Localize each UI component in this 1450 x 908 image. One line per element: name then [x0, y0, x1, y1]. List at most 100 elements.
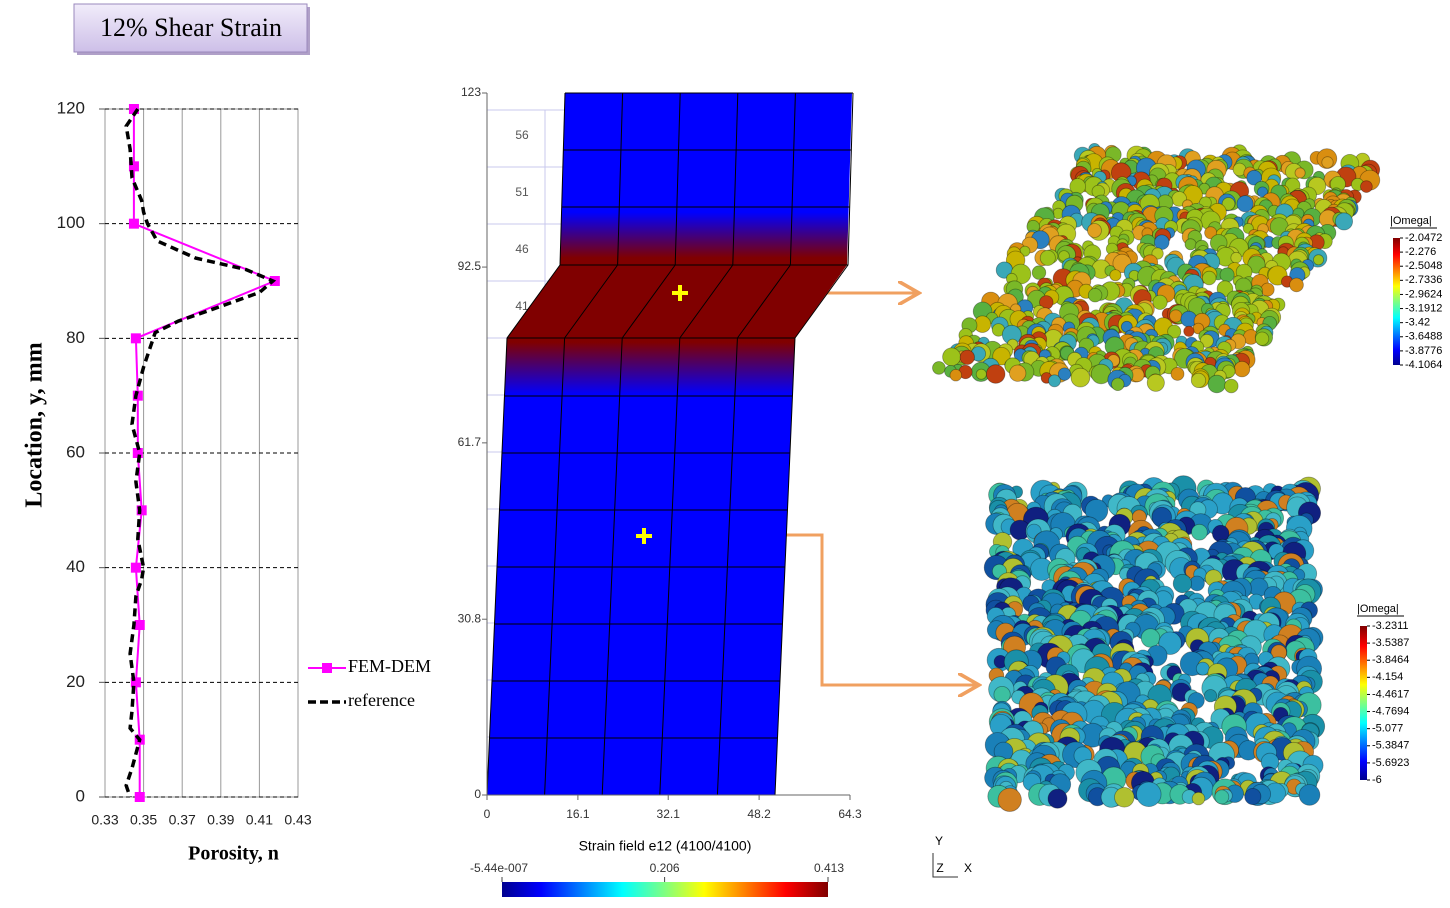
particle: [1190, 372, 1207, 388]
data-point: [130, 333, 141, 344]
particle: [1009, 364, 1027, 382]
colorbar-title: |Omega|: [1390, 215, 1432, 227]
x-tick-label: 0.41: [246, 812, 273, 828]
particle: [1219, 267, 1235, 283]
cell-label: 41: [515, 299, 529, 313]
mesh-line: [774, 92, 854, 796]
cell-label: 51: [515, 185, 529, 199]
y-tick-label: 120: [57, 98, 85, 117]
x-tick-label: 0.37: [169, 812, 196, 828]
particle: [1140, 628, 1161, 648]
particle: [1154, 234, 1170, 250]
colorbar-label: -5.6923: [1372, 757, 1409, 769]
colorbar-label: -3.2311: [1372, 620, 1409, 632]
colorbar-label: -3.5387: [1372, 637, 1409, 649]
probe-cross: [636, 528, 652, 544]
colorbar-label: -2.0472: [1405, 232, 1442, 244]
particle: [1255, 331, 1270, 346]
y-tick-label: 60: [66, 442, 85, 461]
particle: [1087, 288, 1103, 303]
y-tick-label: 123: [461, 85, 481, 99]
particle: [942, 347, 961, 367]
particle: [1146, 373, 1165, 392]
particle: [1201, 270, 1217, 286]
y-tick-label: 30.8: [458, 611, 482, 625]
particle: [1221, 197, 1236, 211]
colorbar-label: 0.413: [814, 861, 844, 875]
y-tick-label: 92.5: [458, 259, 482, 273]
triad-label: Y: [935, 834, 943, 848]
colorbar: [502, 882, 828, 897]
legend-label: FEM-DEM: [348, 656, 431, 676]
strain-field: [487, 93, 852, 795]
colorbar-label: -4.7694: [1372, 705, 1409, 717]
x-tick-label: 48.2: [747, 807, 771, 821]
axes-triad: [932, 853, 958, 878]
colorbar-label: -5.3847: [1372, 740, 1409, 752]
mesh-line: [486, 92, 566, 796]
particle: [986, 364, 1006, 384]
x-axis-label: Porosity, n: [188, 843, 279, 865]
particle: [1191, 791, 1206, 806]
particle-assembly: [932, 142, 1381, 394]
particle: [1244, 788, 1262, 806]
x-tick-label: 32.1: [657, 807, 681, 821]
data-point: [128, 104, 139, 114]
particle: [1114, 787, 1135, 808]
particle: [1203, 689, 1218, 703]
particle: [1195, 661, 1210, 676]
particle: [1039, 249, 1056, 266]
particle: [1294, 167, 1306, 179]
particle: [1184, 238, 1197, 251]
y-tick-label: 0: [76, 786, 85, 805]
colorbar-title: Strain field e12 (4100/4100): [579, 838, 752, 854]
particle: [1136, 781, 1162, 808]
particle: [1151, 247, 1164, 260]
colorbar-label: 0.206: [650, 861, 680, 875]
colorbar: [1393, 238, 1400, 365]
x-tick-label: 0.35: [130, 812, 157, 828]
colorbar-label: -3.42: [1405, 317, 1430, 329]
x-tick-label: 0: [484, 807, 491, 821]
y-tick-label: 100: [57, 213, 85, 232]
particle: [1167, 324, 1182, 339]
particle: [992, 347, 1011, 366]
mesh-line: [601, 92, 681, 796]
particle: [1207, 374, 1227, 394]
colorbar-label: -4.4617: [1372, 688, 1409, 700]
particle: [1214, 789, 1230, 805]
particle-assembly: [983, 475, 1326, 812]
y-tick-label: 20: [66, 672, 85, 691]
colorbar-label: -6: [1372, 774, 1382, 786]
colorbar-label: -3.8464: [1372, 654, 1409, 666]
data-point: [134, 792, 145, 802]
particle: [1191, 523, 1208, 541]
x-tick-label: 0.43: [284, 812, 311, 828]
particle: [1152, 294, 1168, 310]
colorbar-label: -3.8776: [1405, 345, 1442, 357]
particle: [1360, 180, 1373, 193]
data-point: [134, 620, 145, 630]
colorbar-label: -3.6488: [1405, 331, 1442, 343]
colorbar: [1360, 626, 1367, 780]
particle: [1233, 360, 1251, 378]
colorbar-label: -4.1064: [1405, 359, 1442, 371]
particle: [1169, 309, 1183, 323]
x-tick-label: 0.33: [91, 812, 118, 828]
colorbar-label: -3.1912: [1405, 302, 1442, 314]
particle: [1260, 282, 1275, 297]
particle: [997, 787, 1022, 812]
charts: 0.33 0.35 0.37 0.39 0.41 0.43 0 20 40 60 80 100 120 P…: [22, 85, 1442, 897]
mesh-line: [659, 92, 739, 796]
particle: [1170, 366, 1185, 381]
data-point: [130, 677, 141, 688]
particle: [1087, 223, 1102, 238]
particle: [959, 349, 975, 365]
x-tick-label: 16.1: [566, 807, 590, 821]
particle: [1236, 195, 1254, 213]
colorbar-title: |Omega|: [1357, 603, 1399, 615]
mesh-line: [544, 92, 624, 796]
data-point: [132, 390, 143, 401]
data-point: [136, 505, 147, 516]
